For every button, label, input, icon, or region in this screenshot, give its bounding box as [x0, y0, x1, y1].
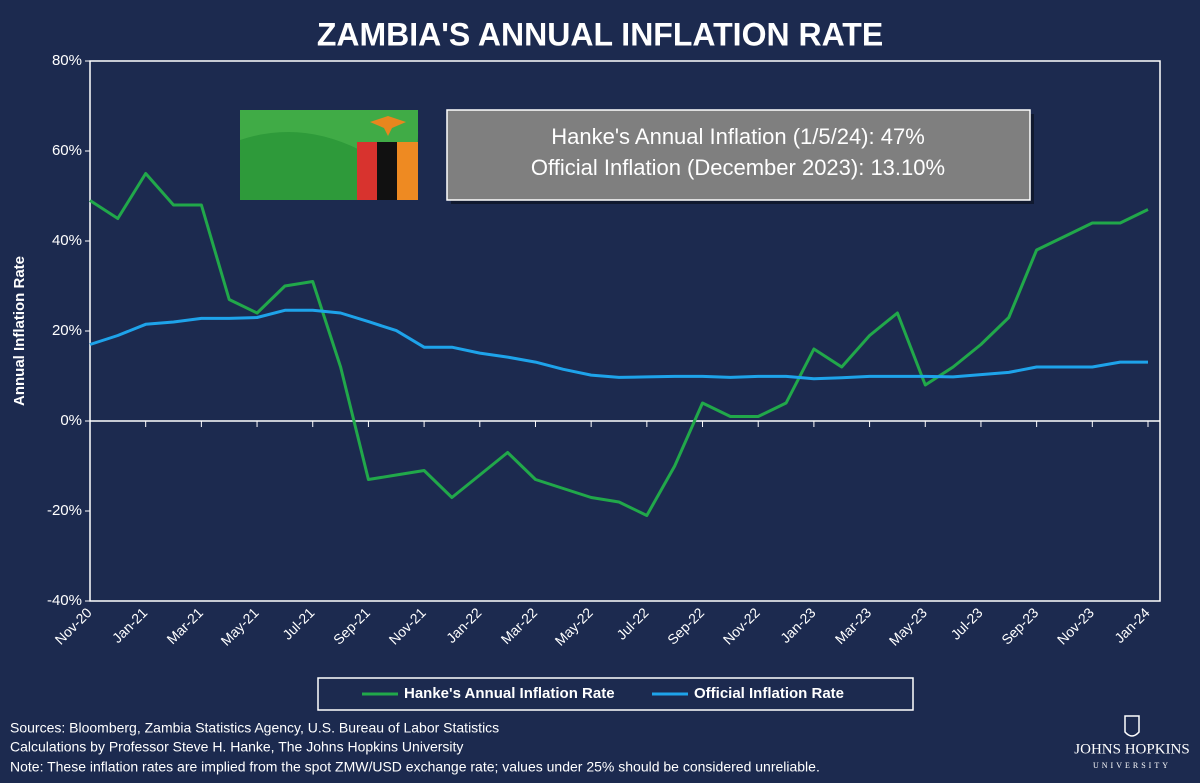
- footnote: Calculations by Professor Steve H. Hanke…: [10, 739, 463, 755]
- y-tick-label: -40%: [47, 592, 82, 609]
- annotation: Hanke's Annual Inflation (1/5/24): 47%: [551, 124, 925, 149]
- logo-shield: [1124, 715, 1140, 737]
- y-tick-label: 60%: [52, 142, 82, 159]
- y-tick-label: 0%: [60, 412, 82, 429]
- y-tick-label: 80%: [52, 52, 82, 69]
- logo-text: JOHNS HOPKINS: [1074, 741, 1189, 757]
- legend-label: Hanke's Annual Inflation Rate: [404, 685, 615, 702]
- legend-box: [317, 677, 914, 711]
- annotation-box: [446, 109, 1031, 201]
- annotation: Official Inflation (December 2023): 13.1…: [531, 155, 945, 180]
- y-tick-label: 40%: [52, 232, 82, 249]
- series-line: [89, 308, 1148, 381]
- y-tick-label: 20%: [52, 322, 82, 339]
- series-line: [89, 172, 1149, 517]
- chart-title: ZAMBIA'S ANNUAL INFLATION RATE: [317, 16, 883, 52]
- legend-label: Official Inflation Rate: [694, 685, 844, 702]
- y-axis-label: Annual Inflation Rate: [11, 256, 28, 406]
- footnote: Note: These inflation rates are implied …: [10, 759, 820, 775]
- flag: [240, 110, 419, 200]
- logo-text: UNIVERSITY: [1093, 761, 1171, 770]
- footnote: Sources: Bloomberg, Zambia Statistics Ag…: [10, 720, 499, 736]
- y-tick-label: -20%: [47, 502, 82, 519]
